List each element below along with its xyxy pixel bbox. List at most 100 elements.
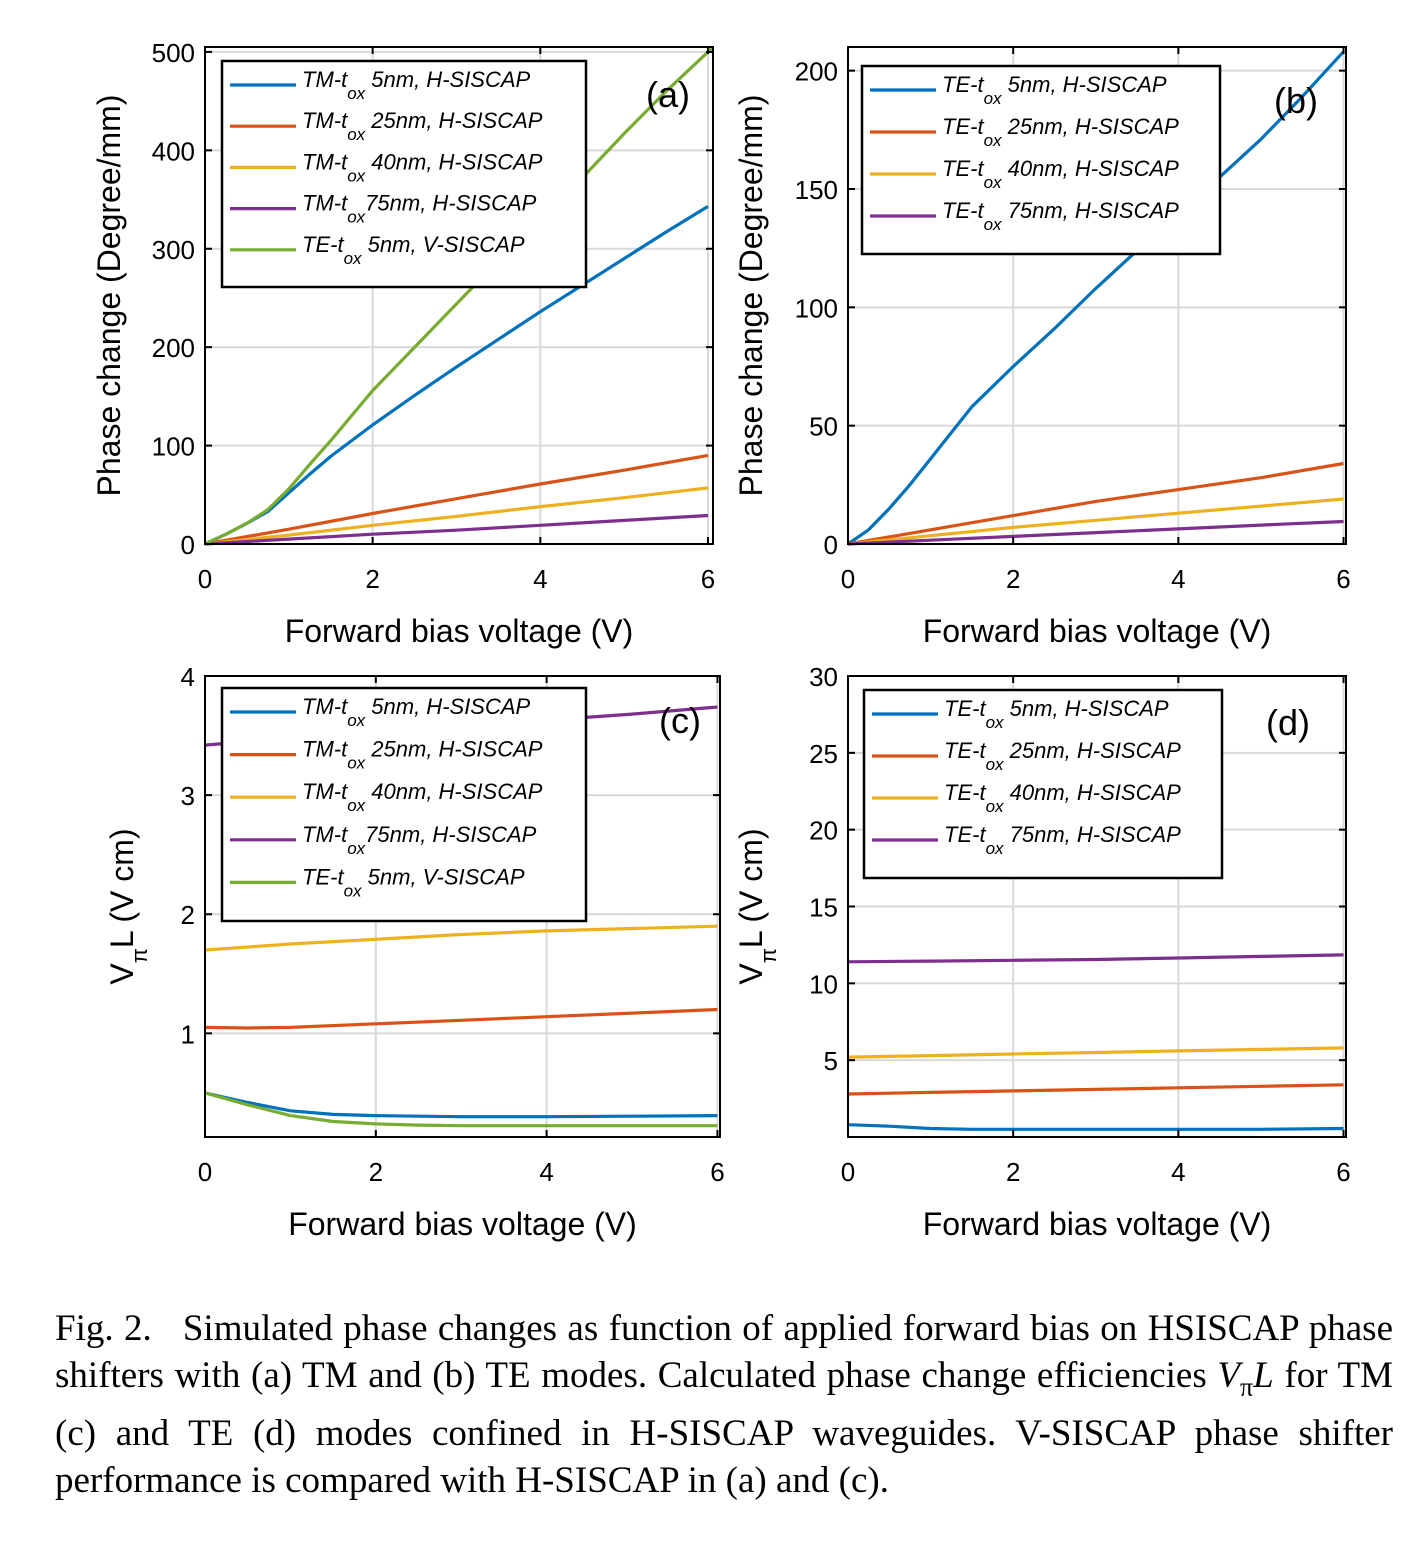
y-tick-label: 4 — [181, 662, 195, 692]
legend-label-part: 5nm, H-SISCAP — [365, 67, 530, 92]
y-axis-label: VπL (V cm) — [733, 828, 781, 984]
panel-b: 0 2 4 6 0 50 100 150 200 Forward bias voltage (V)… — [733, 46, 1351, 649]
legend-subscript: ox — [986, 839, 1004, 858]
legend-label-part: 25nm, H-SISCAP — [1004, 738, 1182, 763]
legend-label-part: TE-t — [942, 72, 984, 97]
legend-label: TE-tox 40nm, H-SISCAP — [942, 156, 1179, 192]
y-tick-label: 50 — [809, 412, 838, 442]
legend-label-part: TM-t — [302, 779, 348, 804]
series-line-purple — [847, 953, 1344, 964]
legend-label-part: 40nm, H-SISCAP — [365, 779, 543, 804]
x-tick-label: 4 — [539, 1157, 553, 1187]
y-tick-label: 30 — [809, 662, 838, 692]
legend-subscript: ox — [347, 711, 365, 730]
legend-label-part: TM-t — [302, 822, 348, 847]
legend-subscript: ox — [984, 131, 1002, 150]
legend-label-part: 25nm, H-SISCAP — [365, 737, 543, 762]
y-axis-label: Phase change (Degree/mm) — [91, 95, 127, 497]
legend-subscript: ox — [347, 754, 365, 773]
series-line-orange — [204, 453, 709, 546]
series-line-orange — [847, 1083, 1344, 1096]
legend-label-part: 5nm, H-SISCAP — [365, 694, 530, 719]
series-line-yellow — [847, 497, 1344, 546]
legend-label: TM-tox 5nm, H-SISCAP — [302, 67, 531, 103]
legend-label-part: 75nm, H-SISCAP — [365, 822, 536, 847]
x-tick-label: 0 — [198, 1157, 212, 1187]
figure-caption: Fig. 2. Simulated phase changes as funct… — [55, 1305, 1393, 1504]
legend-label-part: 75nm, H-SISCAP — [1002, 198, 1180, 223]
y-axis-label-subscript: π — [756, 948, 781, 963]
y-tick-label: 100 — [152, 432, 195, 462]
y-tick-label: 200 — [795, 57, 838, 87]
legend-label: TM-tox 40nm, H-SISCAP — [302, 149, 543, 185]
panel-letter: (d) — [1266, 702, 1310, 743]
caption-lead: Fig. 2. — [55, 1308, 152, 1349]
x-tick-label: 2 — [1006, 1157, 1020, 1187]
caption-text-2: for TM (c) and TE (d) modes confined in … — [55, 1355, 1393, 1502]
legend-subscript: ox — [347, 839, 365, 858]
series-line-green — [204, 1091, 718, 1128]
legend-subscript: ox — [986, 755, 1004, 774]
legend-label: TM-tox 5nm, H-SISCAP — [302, 694, 531, 730]
legend-label: TE-tox 5nm, H-SISCAP — [944, 696, 1169, 732]
legend-subscript: ox — [347, 84, 365, 103]
caption-math-pi: π — [1240, 1372, 1254, 1402]
x-tick-label: 6 — [1336, 564, 1350, 594]
series-line-green — [204, 45, 715, 546]
series-line-blue — [847, 50, 1345, 546]
x-axis-label: Forward bias voltage (V) — [285, 613, 634, 649]
x-axis-label: Forward bias voltage (V) — [923, 613, 1272, 649]
legend-subscript: ox — [347, 125, 365, 144]
y-tick-label: 5 — [824, 1046, 838, 1076]
x-tick-label: 2 — [1006, 564, 1020, 594]
x-axis-label: Forward bias voltage (V) — [288, 1206, 637, 1242]
legend-label-part: TE-t — [944, 780, 986, 805]
x-tick-label: 4 — [1171, 564, 1185, 594]
caption-math-l: L — [1253, 1355, 1274, 1396]
legend-subscript: ox — [984, 215, 1002, 234]
legend-label-part: 5nm, V-SISCAP — [362, 232, 525, 257]
y-axis-label-part: L (V cm) — [733, 828, 769, 948]
legend-label-part: 40nm, H-SISCAP — [365, 149, 543, 174]
legend-label-part: TE-t — [942, 156, 984, 181]
y-tick-label: 300 — [152, 235, 195, 265]
legend-label-part: TE-t — [944, 822, 986, 847]
y-axis-label-part: Phase change (Degree/mm) — [733, 95, 769, 497]
legend-label-part: 25nm, H-SISCAP — [365, 108, 543, 133]
series-line-purple — [847, 519, 1344, 546]
x-axis-label: Forward bias voltage (V) — [923, 1206, 1272, 1242]
legend-subscript: ox — [984, 89, 1002, 108]
axes-frame — [204, 675, 721, 1138]
legend-subscript: ox — [986, 713, 1004, 732]
x-tick-label: 4 — [533, 564, 547, 594]
legend-label: TM-tox75nm, H-SISCAP — [302, 191, 537, 227]
legend-subscript: ox — [984, 173, 1002, 192]
legend-label: TE-tox 75nm, H-SISCAP — [942, 198, 1179, 234]
legend-label-part: 75nm, H-SISCAP — [365, 191, 536, 216]
legend-label: TM-tox 25nm, H-SISCAP — [302, 737, 543, 773]
y-tick-label: 2 — [181, 900, 195, 930]
legend-label-part: TM-t — [302, 694, 348, 719]
axes-frame — [847, 46, 1347, 545]
legend-label-part: 25nm, H-SISCAP — [1002, 114, 1180, 139]
series-line-yellow — [847, 1046, 1344, 1059]
legend-label-part: TE-t — [942, 198, 984, 223]
legend-label-part: TM-t — [302, 108, 348, 133]
y-tick-label: 150 — [795, 175, 838, 205]
axes-frame — [204, 46, 714, 545]
legend-subscript: ox — [344, 881, 362, 900]
y-axis-label-subscript: π — [127, 948, 152, 963]
panel-d: 0 2 4 6 5 10 15 20 25 30 Forward bias voltage (V) V… — [733, 662, 1351, 1242]
legend-subscript: ox — [986, 797, 1004, 816]
x-tick-label: 6 — [1336, 1157, 1350, 1187]
x-tick-label: 0 — [198, 564, 212, 594]
legend-label: TE-tox 25nm, H-SISCAP — [944, 738, 1181, 774]
y-axis-label: Phase change (Degree/mm) — [733, 95, 769, 497]
series-line-yellow — [204, 486, 709, 546]
y-tick-label: 1 — [181, 1019, 195, 1049]
y-tick-label: 400 — [152, 136, 195, 166]
y-axis-label-part: L (V cm) — [104, 828, 140, 948]
